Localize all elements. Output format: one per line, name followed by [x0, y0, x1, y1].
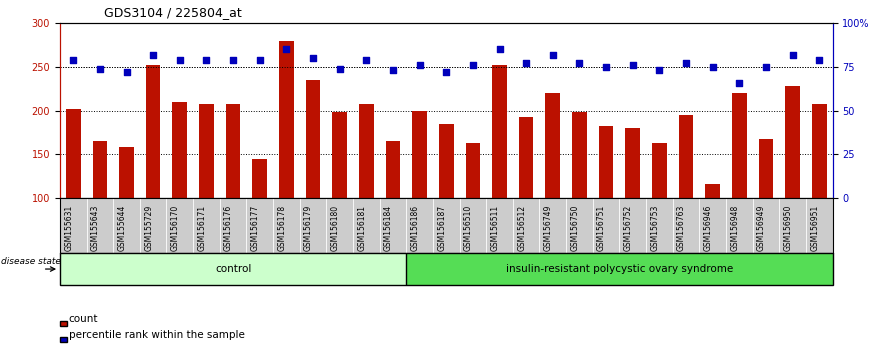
- Text: GSM156180: GSM156180: [330, 205, 340, 251]
- Point: [573, 61, 587, 66]
- Text: count: count: [69, 314, 98, 324]
- Bar: [359, 104, 374, 286]
- Text: GSM156187: GSM156187: [437, 205, 446, 251]
- Point: [226, 57, 241, 63]
- Text: GSM156181: GSM156181: [358, 205, 366, 251]
- Text: GSM156178: GSM156178: [278, 205, 286, 251]
- Point: [253, 57, 267, 63]
- Point: [706, 64, 720, 70]
- Bar: [279, 41, 293, 286]
- Bar: [492, 65, 507, 286]
- Bar: [173, 102, 187, 286]
- Bar: [759, 139, 774, 286]
- Text: insulin-resistant polycystic ovary syndrome: insulin-resistant polycystic ovary syndr…: [506, 264, 733, 274]
- Text: GSM156510: GSM156510: [464, 205, 473, 251]
- Bar: [199, 104, 214, 286]
- Bar: [226, 104, 241, 286]
- Text: GSM155643: GSM155643: [91, 205, 100, 251]
- Text: control: control: [215, 264, 251, 274]
- Bar: [406, 253, 833, 285]
- Bar: [706, 184, 720, 286]
- Point: [626, 62, 640, 68]
- Text: GSM156946: GSM156946: [704, 205, 713, 251]
- Point: [93, 66, 107, 72]
- Text: GSM156171: GSM156171: [197, 205, 206, 251]
- Bar: [386, 141, 400, 286]
- Bar: [252, 159, 267, 286]
- Text: GDS3104 / 225804_at: GDS3104 / 225804_at: [104, 6, 241, 19]
- Text: GSM156949: GSM156949: [757, 205, 766, 251]
- Text: GSM156184: GSM156184: [384, 205, 393, 251]
- Bar: [732, 93, 746, 286]
- Bar: [626, 128, 640, 286]
- Point: [652, 68, 666, 73]
- Text: GSM156751: GSM156751: [597, 205, 606, 251]
- Point: [545, 52, 559, 57]
- Point: [146, 52, 160, 57]
- Bar: [545, 93, 560, 286]
- Bar: [812, 104, 826, 286]
- Bar: [66, 109, 80, 286]
- Bar: [146, 65, 160, 286]
- Point: [173, 57, 187, 63]
- Point: [120, 69, 134, 75]
- Text: GSM156512: GSM156512: [517, 205, 526, 251]
- Text: GSM156176: GSM156176: [224, 205, 233, 251]
- Point: [466, 62, 480, 68]
- Bar: [119, 147, 134, 286]
- Bar: [652, 143, 667, 286]
- Text: GSM156951: GSM156951: [811, 205, 819, 251]
- Point: [439, 69, 453, 75]
- Point: [359, 57, 374, 63]
- Text: GSM156752: GSM156752: [624, 205, 633, 251]
- Text: GSM156750: GSM156750: [570, 205, 580, 251]
- Point: [786, 52, 800, 57]
- Bar: [306, 80, 321, 286]
- Point: [279, 46, 293, 52]
- Text: GSM156753: GSM156753: [650, 205, 659, 251]
- Point: [386, 68, 400, 73]
- Point: [492, 46, 507, 52]
- Bar: [412, 110, 427, 286]
- Text: GSM156950: GSM156950: [783, 205, 793, 251]
- Point: [306, 55, 320, 61]
- Text: percentile rank within the sample: percentile rank within the sample: [69, 330, 245, 340]
- Bar: [332, 112, 347, 286]
- Bar: [599, 126, 613, 286]
- Text: GSM155729: GSM155729: [144, 205, 153, 251]
- Bar: [572, 112, 587, 286]
- Point: [759, 64, 773, 70]
- Point: [519, 61, 533, 66]
- Bar: [60, 253, 406, 285]
- Point: [66, 57, 80, 63]
- Point: [199, 57, 213, 63]
- Text: GSM156170: GSM156170: [171, 205, 180, 251]
- Bar: [678, 115, 693, 286]
- Point: [812, 57, 826, 63]
- Bar: [93, 141, 107, 286]
- Point: [679, 61, 693, 66]
- Text: GSM155644: GSM155644: [117, 205, 127, 251]
- Bar: [465, 143, 480, 286]
- Text: GSM156177: GSM156177: [251, 205, 260, 251]
- Point: [333, 66, 347, 72]
- Text: GSM156186: GSM156186: [411, 205, 419, 251]
- Bar: [519, 117, 534, 286]
- Text: GSM155631: GSM155631: [64, 205, 73, 251]
- Point: [599, 64, 613, 70]
- Bar: [785, 86, 800, 286]
- Text: GSM156749: GSM156749: [544, 205, 552, 251]
- Text: GSM156511: GSM156511: [491, 205, 500, 251]
- Bar: [439, 124, 454, 286]
- Point: [412, 62, 426, 68]
- Text: disease state: disease state: [1, 257, 61, 267]
- Text: GSM156179: GSM156179: [304, 205, 313, 251]
- Point: [732, 80, 746, 85]
- Text: GSM156763: GSM156763: [677, 205, 686, 251]
- Text: GSM156948: GSM156948: [730, 205, 739, 251]
